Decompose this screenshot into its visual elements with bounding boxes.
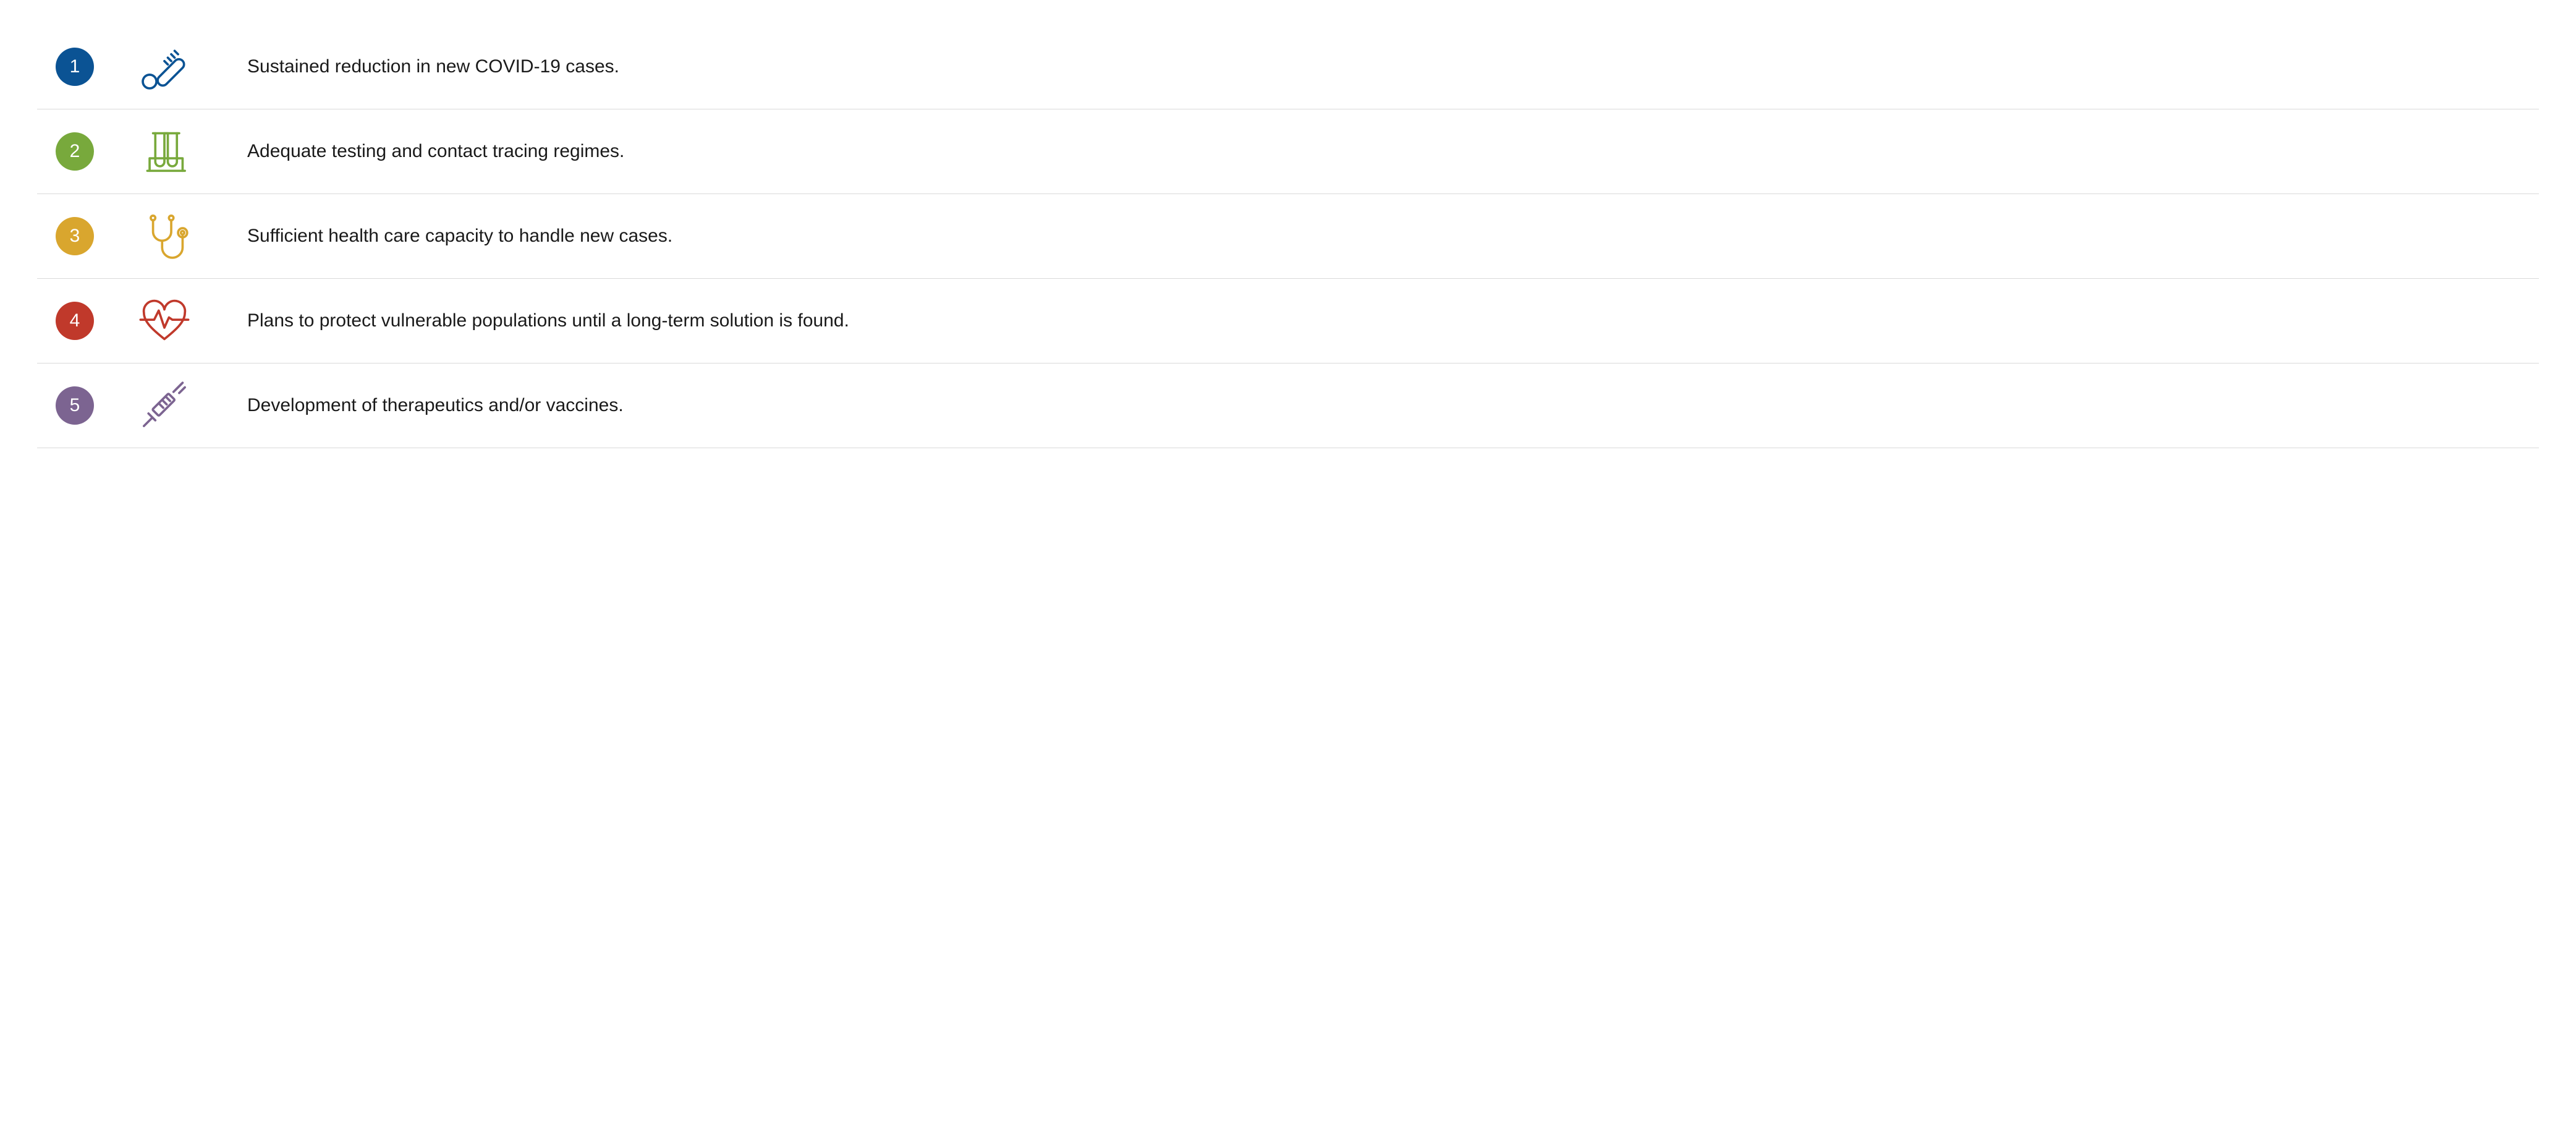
heart-pulse-icon <box>136 292 193 349</box>
badge-number: 4 <box>70 310 80 331</box>
badge-cell: 1 <box>37 48 136 86</box>
badge-number: 5 <box>70 395 80 416</box>
item-description: Sufficient health care capacity to handl… <box>247 226 2539 247</box>
stethoscope-icon <box>136 208 193 265</box>
test-tubes-icon <box>136 123 193 180</box>
text-cell: Development of therapeutics and/or vacci… <box>247 395 2539 416</box>
text-cell: Sustained reduction in new COVID-19 case… <box>247 56 2539 77</box>
item-description: Adequate testing and contact tracing reg… <box>247 141 2539 162</box>
list-item: 5 Development of therapeutics and/or vac… <box>37 363 2539 448</box>
thermometer-icon <box>136 38 193 95</box>
item-description: Development of therapeutics and/or vacci… <box>247 395 2539 416</box>
badge-number: 3 <box>70 226 80 247</box>
badge-cell: 3 <box>37 217 136 255</box>
icon-cell <box>136 123 247 180</box>
number-badge: 2 <box>56 132 94 171</box>
badge-cell: 4 <box>37 302 136 340</box>
list-item: 3 Sufficient health care capacity to han… <box>37 194 2539 279</box>
criteria-list: 1 Sustained reduction in new COVID-19 ca… <box>37 25 2539 448</box>
text-cell: Sufficient health care capacity to handl… <box>247 226 2539 247</box>
syringe-icon <box>136 377 193 434</box>
badge-cell: 5 <box>37 386 136 425</box>
badge-number: 1 <box>70 56 80 77</box>
text-cell: Adequate testing and contact tracing reg… <box>247 141 2539 162</box>
list-item: 1 Sustained reduction in new COVID-19 ca… <box>37 25 2539 109</box>
badge-number: 2 <box>70 141 80 162</box>
number-badge: 1 <box>56 48 94 86</box>
icon-cell <box>136 292 247 349</box>
icon-cell <box>136 38 247 95</box>
text-cell: Plans to protect vulnerable populations … <box>247 310 2539 331</box>
item-description: Sustained reduction in new COVID-19 case… <box>247 56 2539 77</box>
list-item: 2 Adequate testing and contact tracing r… <box>37 109 2539 194</box>
icon-cell <box>136 377 247 434</box>
item-description: Plans to protect vulnerable populations … <box>247 310 2539 331</box>
list-item: 4 Plans to protect vulnerable population… <box>37 279 2539 363</box>
number-badge: 4 <box>56 302 94 340</box>
badge-cell: 2 <box>37 132 136 171</box>
number-badge: 3 <box>56 217 94 255</box>
icon-cell <box>136 208 247 265</box>
number-badge: 5 <box>56 386 94 425</box>
